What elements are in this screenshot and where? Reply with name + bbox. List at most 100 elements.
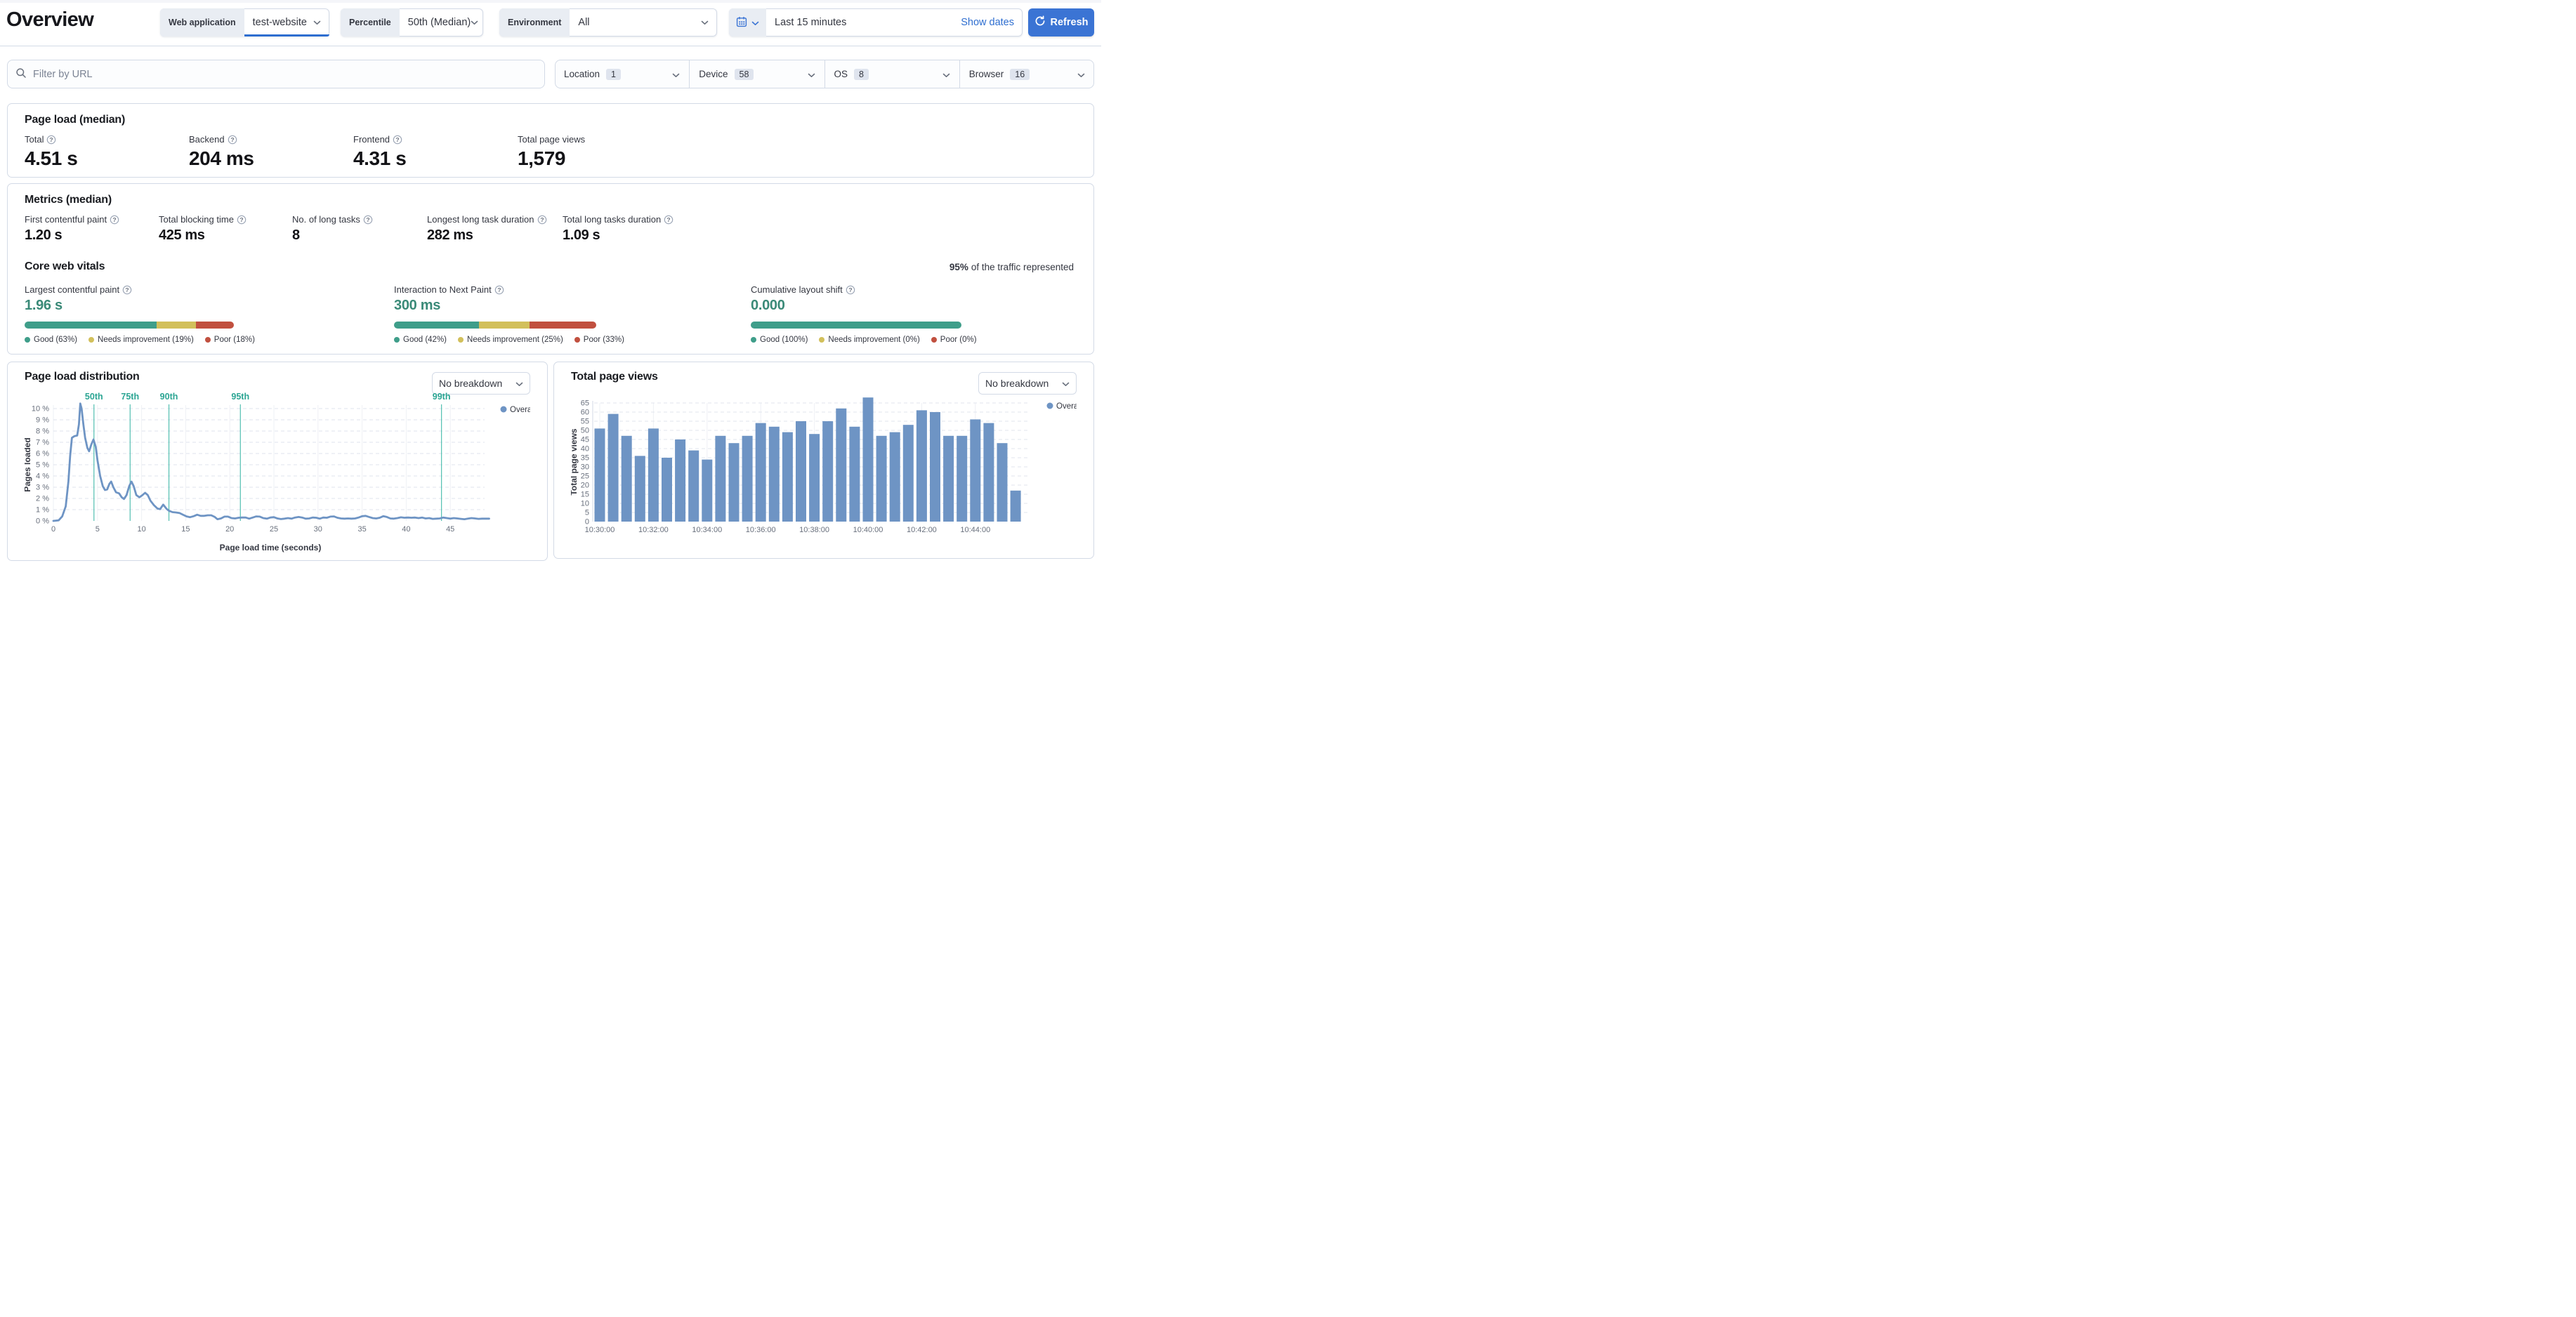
bar-10:42:00[interactable] — [916, 410, 927, 522]
chevron-down-icon — [701, 17, 709, 28]
metrics-panel: Metrics (median) First contentful paint?… — [7, 183, 1094, 355]
svg-text:95th: 95th — [231, 392, 249, 402]
web-application-label: Web application — [160, 8, 244, 37]
total-page-views-chart[interactable]: 0 5 10 15 20 25 30 35 40 45 50 55 60 65 10:30:00 10:32:… — [571, 387, 1077, 558]
stat-no-of-long-tasks: No. of long tasks? 8 — [292, 214, 427, 244]
help-icon[interactable]: ? — [494, 285, 504, 295]
help-icon[interactable]: ? — [393, 135, 402, 145]
bar-10:31:00[interactable] — [621, 435, 632, 522]
svg-text:50th: 50th — [85, 392, 103, 402]
bar-10:34:30[interactable] — [715, 435, 726, 522]
page-load-distribution-chart[interactable]: 0 % 1 % 2 % 3 % 4 % 5 % 6 % 7 % 8 % 9 % 10 % 0 5 10 15… — [25, 387, 530, 560]
bar-10:38:30[interactable] — [822, 421, 834, 522]
svg-text:10:32:00: 10:32:00 — [638, 526, 669, 534]
environment-select[interactable]: Environment All — [499, 8, 717, 37]
bar-10:44:00[interactable] — [970, 419, 981, 522]
bar-10:34:00[interactable] — [702, 459, 713, 522]
page-load-distribution-panel: Page load distribution No breakdown 0 % 1… — [7, 362, 548, 561]
stat-value: 1.09 s — [563, 227, 600, 243]
bar-10:45:30[interactable] — [1010, 490, 1021, 522]
show-dates-link[interactable]: Show dates — [961, 17, 1014, 28]
bar-10:35:30[interactable] — [742, 435, 753, 522]
svg-text:20: 20 — [581, 482, 589, 490]
bar-10:43:30[interactable] — [957, 435, 968, 522]
bar-10:38:00[interactable] — [809, 434, 820, 522]
bar-10:43:00[interactable] — [943, 435, 954, 522]
stat-value: 425 ms — [159, 227, 205, 243]
legend-dot-icon — [819, 337, 825, 343]
x-axis-label: Page load time (seconds) — [220, 543, 322, 552]
bar-10:33:00[interactable] — [675, 439, 686, 522]
bar-10:44:30[interactable] — [983, 423, 994, 522]
svg-text:4 %: 4 % — [36, 472, 49, 481]
url-filter-input[interactable] — [33, 68, 537, 80]
date-picker-quick-menu[interactable] — [729, 8, 766, 37]
filter-device[interactable]: Device 58 — [690, 60, 825, 88]
bar-10:32:30[interactable] — [662, 458, 672, 522]
refresh-button-label: Refresh — [1050, 17, 1089, 28]
legend-dot-icon — [931, 337, 937, 343]
stat-label: Total blocking time? — [159, 214, 292, 225]
time-range-value[interactable]: Last 15 minutes — [775, 17, 847, 28]
svg-text:10:38:00: 10:38:00 — [799, 526, 829, 534]
bar-10:42:30[interactable] — [930, 412, 940, 522]
bar-10:31:30[interactable] — [634, 456, 645, 522]
stat-total-long-tasks-duration: Total long tasks duration? 1.09 s — [563, 214, 673, 244]
total-page-views-title: Total page views — [571, 371, 658, 383]
refresh-button[interactable]: Refresh — [1028, 8, 1094, 37]
help-icon[interactable]: ? — [363, 215, 373, 225]
svg-text:2 %: 2 % — [36, 495, 49, 503]
vital-legend-item: Poor (18%) — [204, 336, 255, 344]
bar-10:40:00[interactable] — [862, 397, 874, 522]
help-icon[interactable]: ? — [110, 215, 119, 225]
bar-10:35:00[interactable] — [728, 443, 740, 522]
svg-text:30: 30 — [581, 463, 589, 472]
legend-overall[interactable]: Overall — [1056, 402, 1077, 411]
bar-10:36:30[interactable] — [768, 426, 780, 522]
bar-10:39:00[interactable] — [836, 408, 847, 522]
legend-dot-icon — [574, 337, 580, 343]
bar-10:30:30[interactable] — [607, 413, 619, 522]
date-picker[interactable]: Last 15 minutes Show dates — [729, 8, 1023, 37]
legend-dot-icon — [25, 337, 30, 343]
bar-10:41:00[interactable] — [889, 432, 900, 522]
svg-text:6 %: 6 % — [36, 450, 49, 458]
bar-10:36:00[interactable] — [755, 423, 766, 522]
breakdown-select[interactable]: No breakdown — [432, 372, 530, 395]
web-application-select[interactable]: Web application test-website — [160, 8, 330, 37]
bar-10:32:00[interactable] — [648, 428, 659, 522]
help-icon[interactable]: ? — [537, 215, 547, 225]
help-icon[interactable]: ? — [228, 135, 237, 145]
bar-10:41:30[interactable] — [902, 425, 914, 522]
vital-segment-poor — [196, 322, 234, 329]
help-icon[interactable]: ? — [122, 285, 132, 295]
svg-text:8 %: 8 % — [36, 428, 49, 436]
breakdown-select[interactable]: No breakdown — [978, 372, 1077, 395]
traffic-percent: 95% — [949, 261, 968, 272]
bar-10:39:30[interactable] — [849, 426, 860, 522]
help-icon[interactable]: ? — [664, 215, 673, 225]
bar-10:40:30[interactable] — [876, 435, 887, 522]
vital-legend-item: Good (100%) — [751, 336, 808, 344]
vital-value: 0.000 — [751, 298, 785, 313]
bar-10:37:30[interactable] — [796, 421, 806, 522]
vital-largest-contentful-paint: Largest contentful paint? 1.96 s Good (63%… — [25, 284, 394, 344]
svg-text:5: 5 — [585, 509, 589, 517]
chevron-down-icon — [942, 69, 950, 80]
svg-text:3 %: 3 % — [36, 484, 49, 492]
help-icon[interactable]: ? — [237, 215, 247, 225]
bar-10:30:00[interactable] — [594, 428, 605, 522]
page-load-title: Page load (median) — [25, 114, 126, 126]
stat-label: No. of long tasks? — [292, 214, 427, 225]
percentile-select[interactable]: Percentile 50th (Median) — [341, 8, 483, 37]
filter-location[interactable]: Location 1 — [555, 60, 690, 88]
legend-overall[interactable]: Overall — [510, 406, 530, 414]
help-icon[interactable]: ? — [46, 135, 56, 145]
filter-browser[interactable]: Browser 16 — [960, 60, 1094, 88]
bar-10:45:00[interactable] — [997, 443, 1008, 522]
filter-os[interactable]: OS 8 — [825, 60, 960, 88]
filter-label: Location — [564, 69, 600, 79]
bar-10:33:30[interactable] — [688, 450, 699, 522]
help-icon[interactable]: ? — [846, 285, 855, 295]
bar-10:37:00[interactable] — [782, 432, 793, 522]
